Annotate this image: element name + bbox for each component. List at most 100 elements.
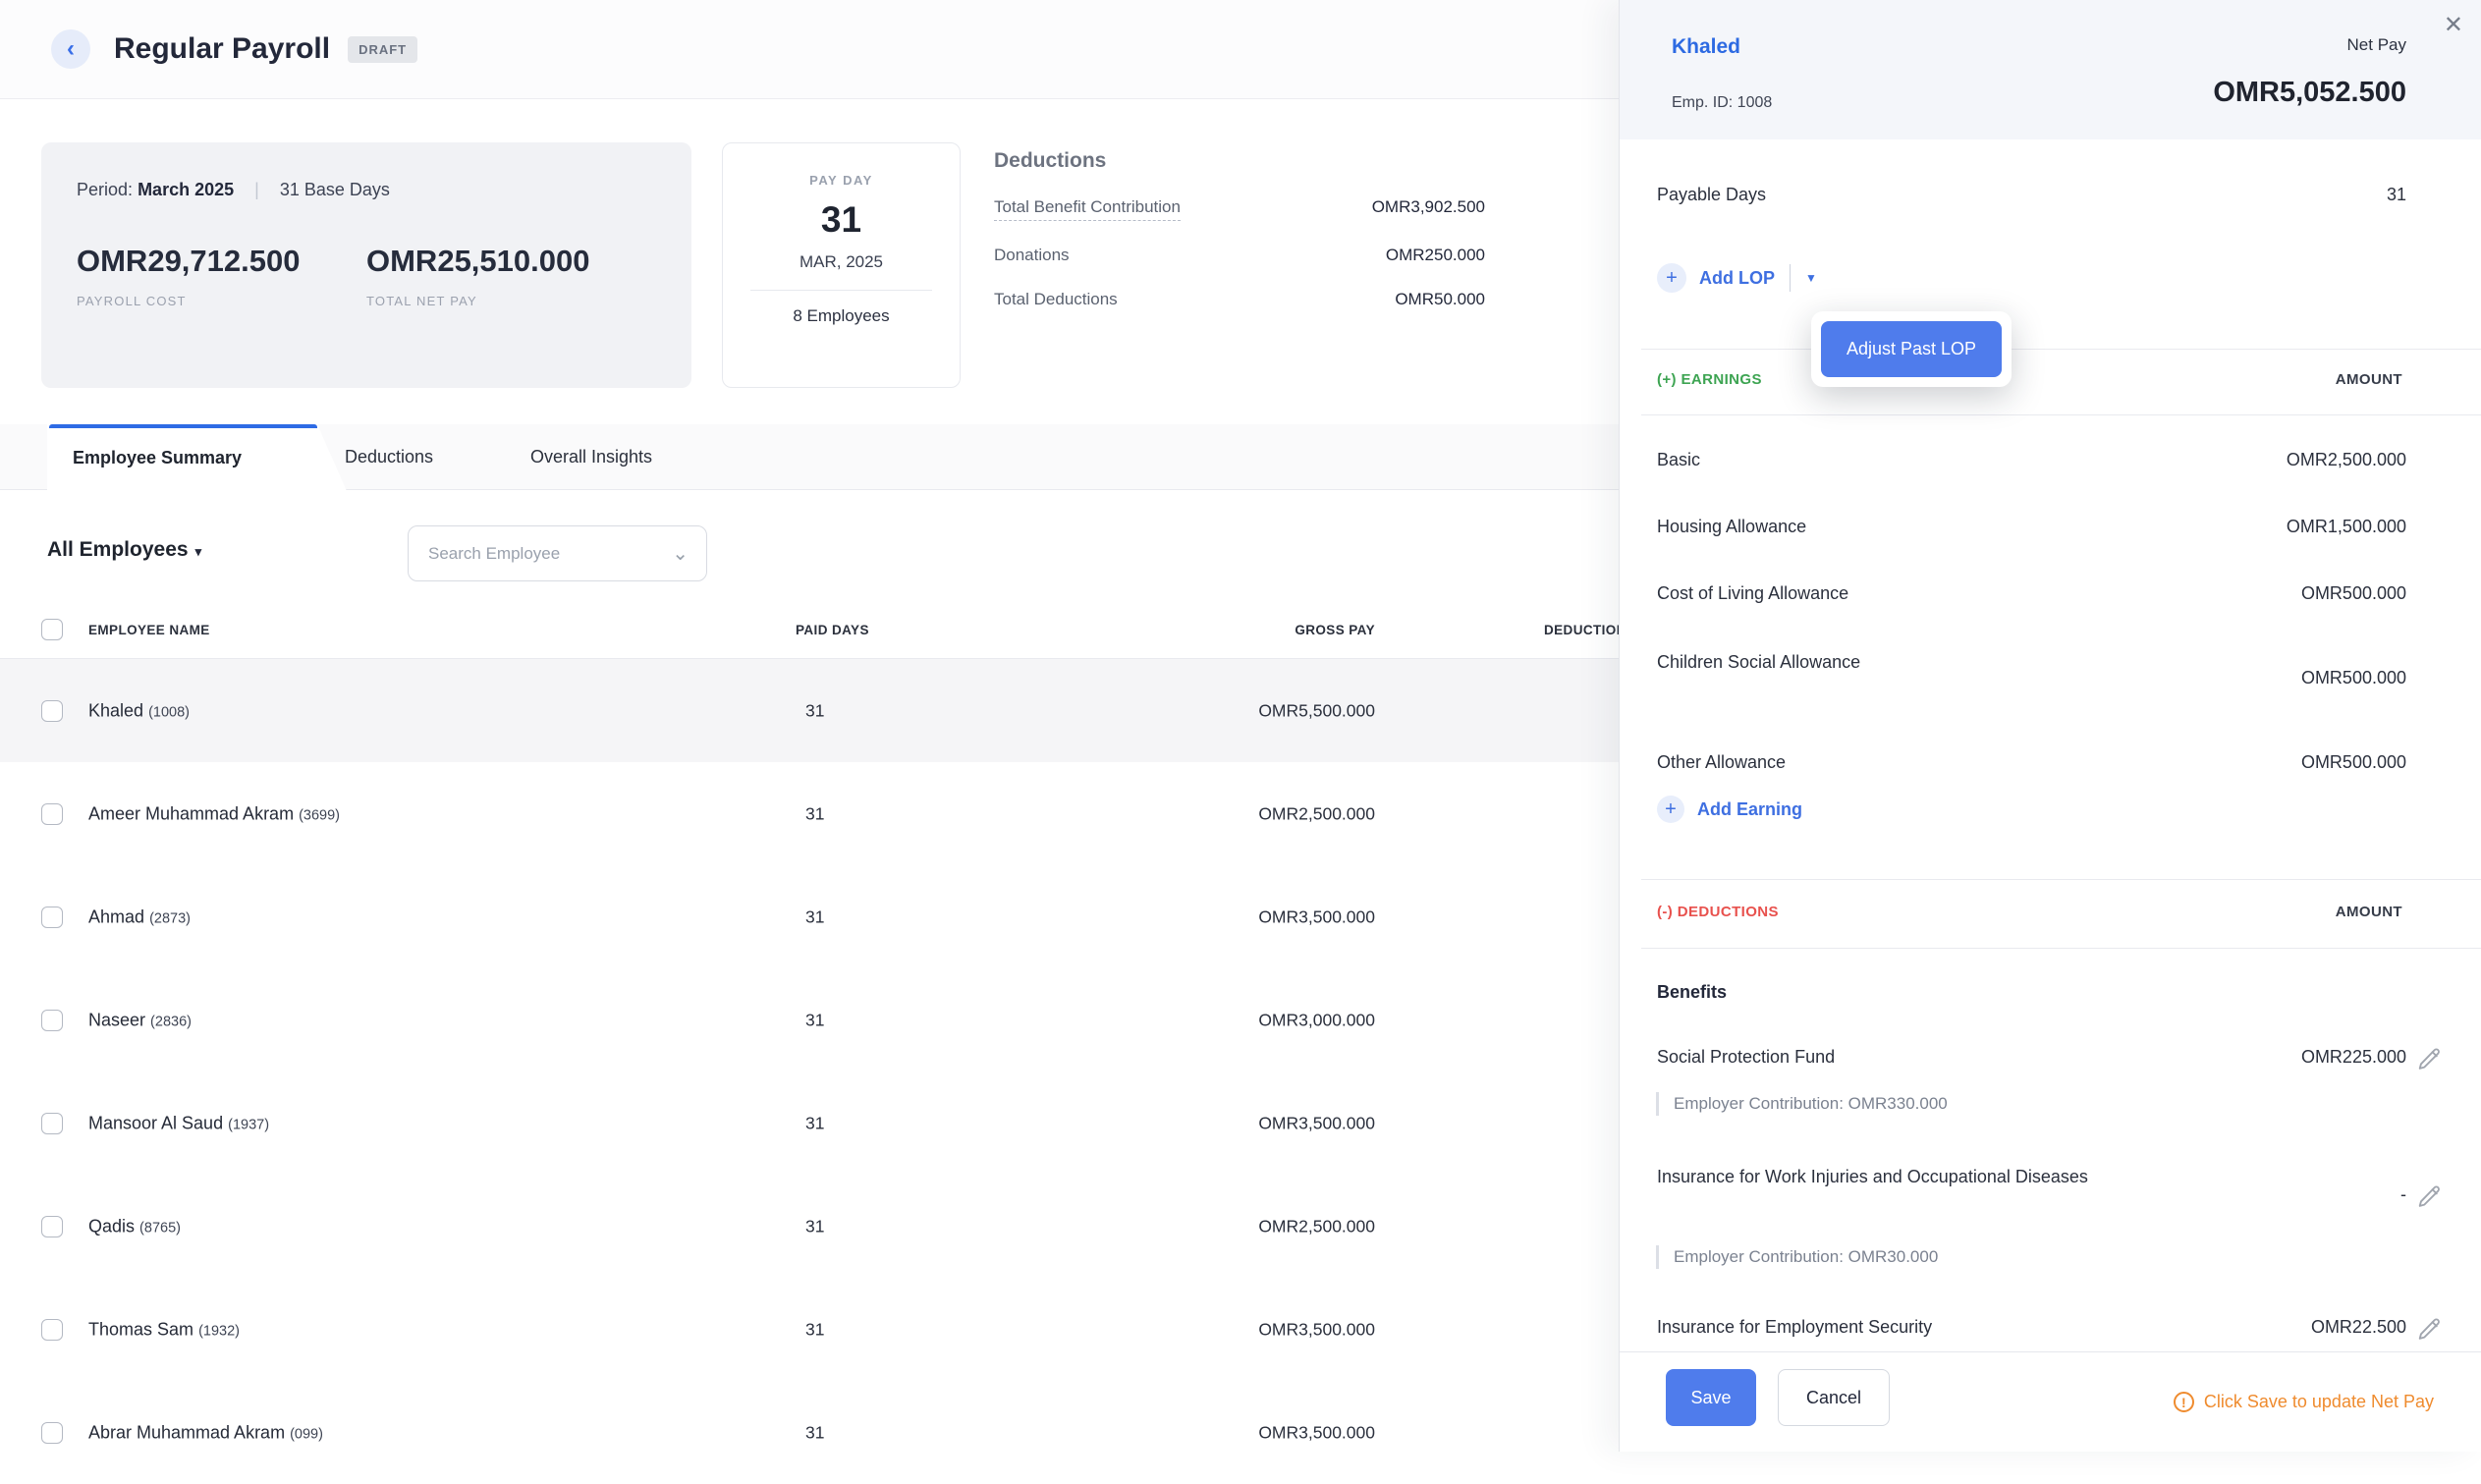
row-checkbox[interactable] [41,1319,63,1341]
row-checkbox[interactable] [41,700,63,722]
page-title: Regular Payroll [114,32,330,66]
back-button[interactable]: ‹ [51,29,90,69]
deductions-section-header: (-) DEDUCTIONS [1657,904,1779,920]
adjust-past-lop-button[interactable]: Adjust Past LOP [1821,321,2002,377]
payable-days-value: 31 [2387,185,2406,205]
paid-days: 31 [805,907,824,927]
total-deductions-row: Total Deductions OMR50.000 [994,290,1485,309]
deductions-summary: Deductions Total Benefit Contribution OM… [994,149,1485,309]
payable-days-label: Payable Days [1657,185,1766,205]
paid-days: 31 [805,1113,824,1133]
tab-deductions[interactable]: Deductions [345,424,433,490]
payroll-summary-card: Period: March 2025 | 31 Base Days OMR29,… [41,142,691,388]
total-net-pay-value: OMR25,510.000 [366,244,656,279]
caret-down-icon: ▾ [195,544,202,559]
paid-days: 31 [805,1216,824,1237]
employee-name: Naseer (2836) [88,1010,192,1030]
total-benefit-contribution-label[interactable]: Total Benefit Contribution [994,197,1181,221]
payday-divider [750,290,932,291]
payroll-cost-value: OMR29,712.500 [77,244,366,279]
add-earning-label: Add Earning [1697,799,1802,820]
edit-icon[interactable] [2417,1184,2442,1209]
add-lop-button[interactable]: + Add LOP ▼ [1657,263,1817,293]
payroll-cost-metric: OMR29,712.500 PAYROLL COST [77,244,366,308]
tab-overall-insights[interactable]: Overall Insights [530,424,652,490]
deduction-label: Social Protection Fund [1657,1047,1835,1068]
close-icon[interactable]: ✕ [2444,14,2463,37]
earning-amount: OMR1,500.000 [2287,517,2406,537]
donations-value: OMR250.000 [1386,246,1485,265]
earning-amount: OMR500.000 [2301,668,2406,688]
lop-dropdown-popup: Adjust Past LOP [1811,311,2012,387]
earning-label: Housing Allowance [1657,517,1806,537]
employee-filter-label: All Employees [47,538,189,561]
employee-name: Abrar Muhammad Akram (099) [88,1422,323,1443]
employee-filter-dropdown[interactable]: All Employees ▾ [47,538,201,562]
row-checkbox[interactable] [41,803,63,825]
row-checkbox[interactable] [41,1216,63,1237]
select-all-checkbox[interactable] [41,619,63,640]
employee-name: Khaled (1008) [88,700,190,721]
employee-name: Qadis (8765) [88,1216,181,1237]
payday-day: 31 [723,199,960,241]
deductions-amount-header: AMOUNT [2336,904,2402,920]
payday-label: PAY DAY [723,173,960,188]
period-separator: | [254,180,259,199]
deduction-label: Insurance for Employment Security [1657,1317,1932,1338]
payroll-cost-label: PAYROLL COST [77,294,366,308]
add-earning-button[interactable]: + Add Earning [1657,796,1802,823]
panel-employee-id: Emp. ID: 1008 [1672,94,1772,112]
gross-pay: OMR2,500.000 [1031,1216,1375,1237]
deduction-amount: OMR225.000 [2301,1047,2406,1068]
period-line: Period: March 2025 | 31 Base Days [77,180,656,200]
employee-name: Thomas Sam (1932) [88,1319,240,1340]
row-checkbox[interactable] [41,1010,63,1031]
panel-header: Khaled Emp. ID: 1008 Net Pay OMR5,052.50… [1620,0,2481,139]
divider [1641,948,2481,949]
earnings-section-header: (+) EARNINGS [1657,371,1762,388]
row-checkbox[interactable] [41,907,63,928]
edit-icon[interactable] [2417,1317,2442,1342]
gross-pay: OMR3,500.000 [1031,1422,1375,1443]
edit-icon[interactable] [2417,1047,2442,1072]
panel-employee-name-link[interactable]: Khaled [1672,35,1740,59]
cancel-button[interactable]: Cancel [1778,1369,1890,1426]
search-employee-placeholder: Search Employee [428,544,560,564]
tab-employee-summary[interactable]: Employee Summary [47,424,347,491]
earning-amount: OMR500.000 [2301,583,2406,604]
base-days: 31 Base Days [280,180,390,199]
save-button[interactable]: Save [1666,1369,1756,1426]
gross-pay: OMR3,500.000 [1031,907,1375,927]
period-label: Period: [77,180,133,199]
employee-name: Ameer Muhammad Akram (3699) [88,803,340,824]
tabs-strip: Employee Summary Deductions Overall Insi… [0,424,1619,490]
row-checkbox[interactable] [41,1422,63,1444]
earning-label: Cost of Living Allowance [1657,583,1848,604]
deduction-label: Insurance for Work Injuries and Occupati… [1657,1159,2088,1194]
deduction-amount: OMR22.500 [2311,1317,2406,1338]
employee-detail-panel: Khaled Emp. ID: 1008 Net Pay OMR5,052.50… [1619,0,2481,1452]
payday-month-year: MAR, 2025 [723,252,960,272]
earning-amount: OMR500.000 [2301,752,2406,773]
earnings-amount-header: AMOUNT [2336,371,2402,388]
search-employee-select[interactable]: Search Employee ⌄ [408,525,707,581]
donations-row: Donations OMR250.000 [994,246,1485,265]
payday-employee-count: 8 Employees [723,306,960,326]
gross-pay: OMR3,500.000 [1031,1113,1375,1133]
paid-days: 31 [805,1422,824,1443]
earning-label: Children Social Allowance [1657,644,1860,680]
total-net-pay-label: TOTAL NET PAY [366,294,656,308]
caret-down-icon[interactable]: ▼ [1805,271,1817,285]
deductions-summary-title: Deductions [994,149,1485,173]
benefits-group-label: Benefits [1657,982,1727,1003]
donations-label: Donations [994,246,1070,265]
plus-icon: + [1657,263,1686,293]
col-gross-pay: GROSS PAY [1031,601,1375,658]
paid-days: 31 [805,700,824,721]
row-checkbox[interactable] [41,1113,63,1134]
earning-amount: OMR2,500.000 [2287,450,2406,470]
gross-pay: OMR3,500.000 [1031,1319,1375,1340]
paid-days: 31 [805,1319,824,1340]
divider [1641,879,2481,880]
col-paid-days: PAID DAYS [796,601,869,658]
